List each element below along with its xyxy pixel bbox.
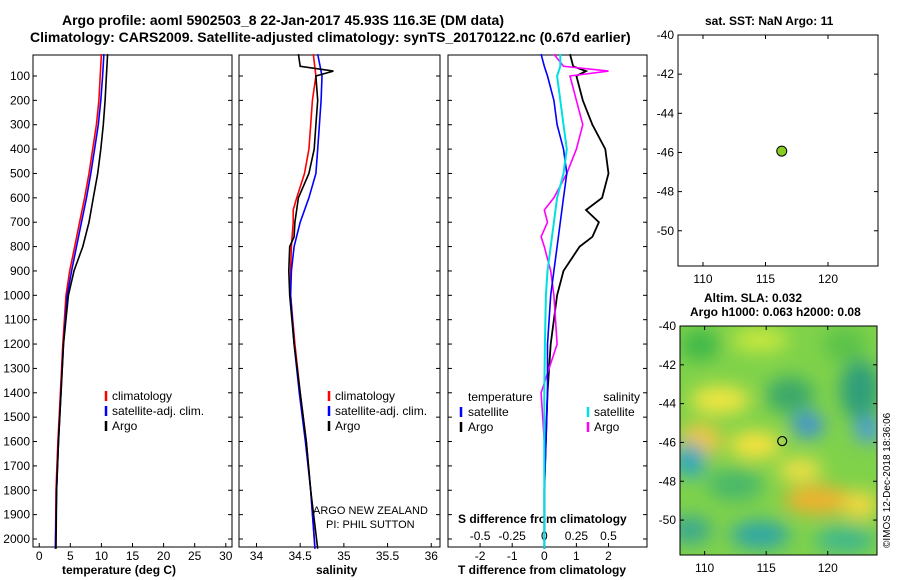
map-y-tick-label: -44	[657, 106, 675, 120]
sdiff-tick-label: 0.5	[600, 529, 617, 543]
map-x-tick-label: 115	[756, 272, 775, 286]
panel-frame-1	[32, 54, 233, 548]
tdiff-tick-label: 1	[573, 549, 580, 563]
map-y-tick-label: -40	[659, 319, 677, 333]
map-x-tick-label: 110	[693, 272, 712, 286]
map-x-tick-label: 120	[818, 561, 838, 575]
sst-map-title: sat. SST: NaN Argo: 11	[705, 14, 834, 28]
diff-t-xlabel: T difference from climatology	[458, 563, 627, 577]
tdiff-tick-label: 0	[541, 549, 548, 563]
map-y-tick-label: -40	[657, 28, 675, 42]
argo-location-marker	[776, 145, 788, 157]
sla-heatmap	[680, 326, 877, 555]
diff-legend-right-label: satellite	[594, 405, 635, 419]
salinity-tick-label: 34.5	[288, 549, 312, 563]
sdiff-tick-label: -0.5	[470, 529, 491, 543]
map-y-tick-label: -48	[659, 474, 677, 488]
temperature-tick-label: 0	[36, 549, 43, 563]
sdiff-tick-label: 0.25	[565, 529, 589, 543]
sal-satellite-line	[289, 53, 323, 549]
depth-tick-label: 500	[10, 166, 30, 180]
temp-climatology-line	[54, 54, 103, 549]
diff-legend-title-right: salinity	[603, 390, 640, 404]
sal-argo-line	[287, 53, 334, 549]
temp-argo-line	[55, 54, 109, 549]
map-y-tick-label: -50	[659, 513, 677, 527]
tdiff-tick-label: -1	[507, 549, 518, 563]
sal-legend-label: Argo	[335, 419, 361, 433]
depth-tick-label: 400	[10, 142, 30, 156]
sal-climatology-line	[289, 54, 317, 549]
figure-title-line1: Argo profile: aoml 5902503_8 22-Jan-2017…	[62, 12, 504, 28]
map-y-tick-label: -44	[659, 397, 677, 411]
temperature-tick-label: 25	[188, 549, 202, 563]
salinity-tick-label: 35.5	[376, 549, 400, 563]
credit-text: ARGO NEW ZEALAND	[313, 505, 428, 517]
tdiff-satellite-line	[540, 53, 568, 549]
depth-tick-label: 1000	[3, 288, 30, 302]
depth-tick-label: 200	[10, 93, 30, 107]
tdiff-tick-label: 2	[605, 549, 612, 563]
panel-frame-2	[238, 54, 441, 548]
depth-tick-label: 700	[10, 215, 30, 229]
map-frame-3	[677, 34, 879, 267]
map-y-tick-label: -46	[657, 145, 675, 159]
map-x-tick-label: 110	[695, 561, 714, 575]
sdiff-argo-line	[540, 53, 609, 549]
temperature-tick-label: 5	[67, 549, 74, 563]
salinity-tick-label: 35	[337, 549, 351, 563]
depth-tick-label: 1300	[3, 361, 30, 375]
map-x-tick-label: 115	[757, 561, 776, 575]
depth-tick-label: 2000	[3, 532, 30, 546]
sla-map-subtitle: Argo h1000: 0.063 h2000: 0.08	[690, 305, 861, 319]
tdiff-tick-label: -2	[475, 549, 486, 563]
depth-tick-label: 800	[10, 240, 30, 254]
depth-tick-label: 600	[10, 191, 30, 205]
depth-tick-label: 1500	[3, 410, 30, 424]
sdiff-satellite-line	[543, 54, 568, 549]
depth-tick-label: 1800	[3, 483, 30, 497]
sdiff-tick-label: -0.25	[499, 529, 527, 543]
argo-location-marker	[777, 435, 788, 447]
depth-tick-label: 100	[10, 69, 30, 83]
depth-tick-label: 1200	[3, 337, 30, 351]
temp-legend-label: climatology	[112, 389, 172, 403]
salinity-tick-label: 34	[250, 549, 264, 563]
map-y-tick-label: -42	[659, 358, 677, 372]
diff-s-xlabel: S difference from climatology	[458, 512, 627, 526]
panel-frame-3	[447, 54, 648, 548]
salinity-tick-label: 36	[425, 549, 439, 563]
depth-tick-label: 1100	[4, 313, 30, 327]
map-y-tick-label: -50	[657, 224, 675, 238]
temp-legend-label: Argo	[112, 419, 138, 433]
diff-legend-right-label: Argo	[594, 420, 620, 434]
depth-tick-label: 900	[10, 264, 30, 278]
temperature-tick-label: 15	[126, 549, 140, 563]
temperature-tick-label: 20	[157, 549, 171, 563]
temperature-tick-label: 10	[95, 549, 109, 563]
depth-tick-label: 300	[10, 118, 30, 132]
salinity-xlabel: salinity	[316, 563, 358, 577]
sal-legend-label: climatology	[335, 389, 395, 403]
diff-legend-left-label: satellite	[468, 405, 509, 419]
map-y-tick-label: -42	[657, 67, 675, 81]
sal-legend-label: satellite-adj. clim.	[335, 404, 427, 418]
temperature-xlabel: temperature (deg C)	[62, 563, 177, 577]
temperature-tick-label: 30	[219, 549, 233, 563]
sla-map-title: Altim. SLA: 0.032	[704, 291, 803, 305]
map-y-tick-label: -48	[657, 185, 675, 199]
map-x-tick-label: 120	[818, 272, 838, 286]
map-y-tick-label: -46	[659, 435, 677, 449]
diff-legend-title-left: temperature	[468, 390, 533, 404]
depth-tick-label: 1700	[3, 459, 30, 473]
diff-legend-left-label: Argo	[468, 420, 494, 434]
figure-title-line2: Climatology: CARS2009. Satellite-adjuste…	[30, 29, 631, 45]
pi-text: PI: PHIL SUTTON	[326, 519, 415, 531]
depth-tick-label: 1900	[3, 508, 30, 522]
depth-tick-label: 1400	[3, 386, 30, 400]
depth-tick-label: 1600	[3, 435, 30, 449]
temp-legend-label: satellite-adj. clim.	[112, 404, 204, 418]
map-frame-4	[679, 325, 878, 556]
